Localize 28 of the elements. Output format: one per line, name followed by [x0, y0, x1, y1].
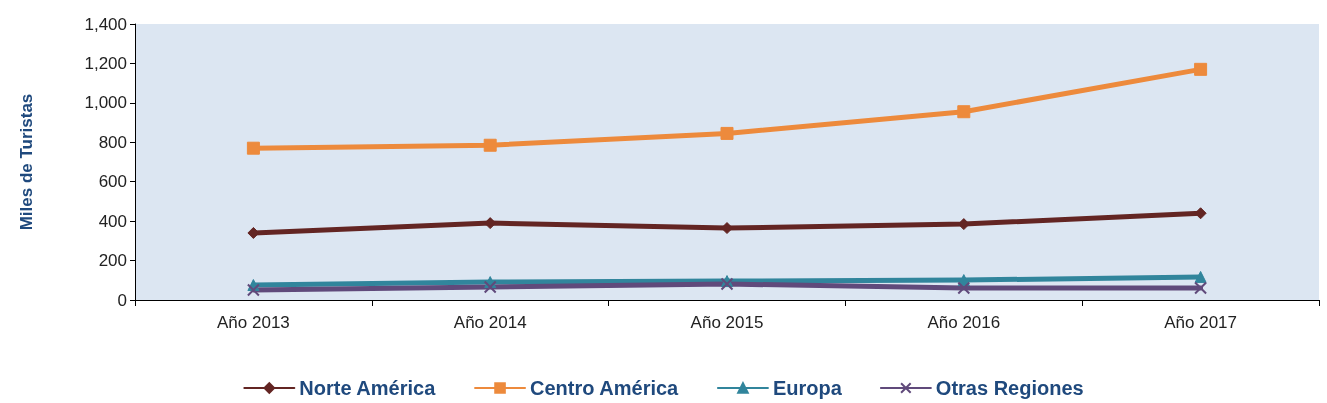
y-tick-label: 800: [98, 132, 127, 152]
y-tick-label: 400: [98, 211, 127, 231]
legend-label: Otras Regiones: [935, 377, 1084, 399]
y-tick-label: 0: [117, 290, 127, 310]
y-axis-title: Miles de Turistas: [17, 93, 36, 231]
y-tick-label: 1,200: [84, 53, 127, 73]
point: [246, 141, 260, 155]
point: [720, 126, 734, 140]
legend-label: Europa: [772, 377, 843, 399]
point: [246, 283, 260, 297]
y-tick-label: 600: [98, 172, 127, 192]
point: [1194, 281, 1208, 295]
point: [1194, 62, 1208, 76]
point: [483, 138, 497, 152]
legend-label: Centro América: [530, 377, 680, 399]
legend-label: Norte América: [299, 377, 437, 399]
y-tick-label: 1,400: [84, 14, 127, 34]
point: [957, 281, 971, 295]
x-tick-label: Año 2016: [927, 313, 1001, 332]
x-tick-label: Año 2014: [453, 313, 527, 332]
point: [1194, 270, 1207, 283]
y-tick-label: 1,000: [84, 93, 127, 113]
x-tick-label: Año 2015: [690, 313, 764, 332]
x-tick-label: Año 2013: [217, 313, 290, 332]
point: [957, 105, 971, 119]
y-tick-label: 200: [98, 251, 127, 271]
x-tick-label: Año 2017: [1164, 313, 1237, 332]
point: [483, 280, 497, 294]
